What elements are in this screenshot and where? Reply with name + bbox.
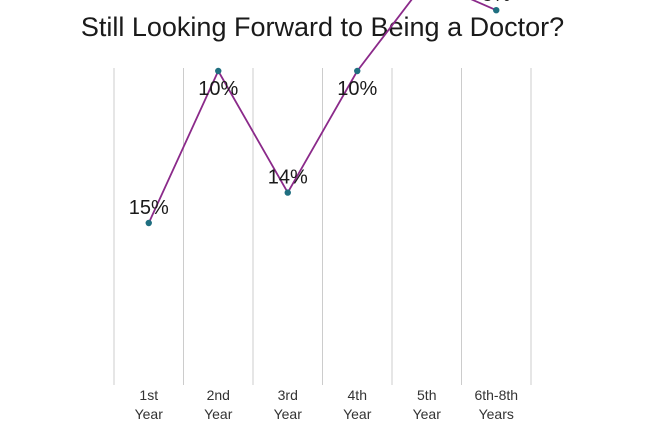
x-tick-label: 1st <box>139 387 158 403</box>
data-label: 8% <box>482 0 511 6</box>
data-point <box>145 219 152 227</box>
grid-lines <box>113 68 532 385</box>
data-points <box>145 7 500 227</box>
data-label: 15% <box>129 197 169 219</box>
x-tick-label: Year <box>343 406 372 422</box>
x-tick-label: 6th-8th <box>474 387 518 403</box>
x-tick-label: Years <box>479 406 514 422</box>
x-tick-label: 5th <box>417 387 436 403</box>
data-label: 10% <box>337 78 377 100</box>
data-point <box>354 67 361 75</box>
x-tick-label: Year <box>204 406 233 422</box>
series-line <box>147 0 497 224</box>
data-label: 10% <box>198 78 238 100</box>
data-labels: 15%10%14%10%7%8% <box>129 0 511 219</box>
x-tick-label: 2nd <box>207 387 230 403</box>
series-line-group <box>147 0 497 224</box>
x-tick-label: 4th <box>348 387 367 403</box>
data-label: 14% <box>268 167 308 189</box>
x-tick-label: Year <box>413 406 442 422</box>
x-tick-label: Year <box>274 406 303 422</box>
data-point <box>493 7 500 14</box>
x-tick-labels: 1st Year 2nd Year 3rd Year 4th Year 5th Year 6th-8… <box>135 387 518 422</box>
data-point <box>215 67 222 75</box>
data-point <box>284 189 291 196</box>
x-tick-label: 3rd <box>278 387 298 403</box>
x-tick-label: Year <box>135 406 164 422</box>
chart-title: Still Looking Forward to Being a Doctor? <box>80 12 565 42</box>
